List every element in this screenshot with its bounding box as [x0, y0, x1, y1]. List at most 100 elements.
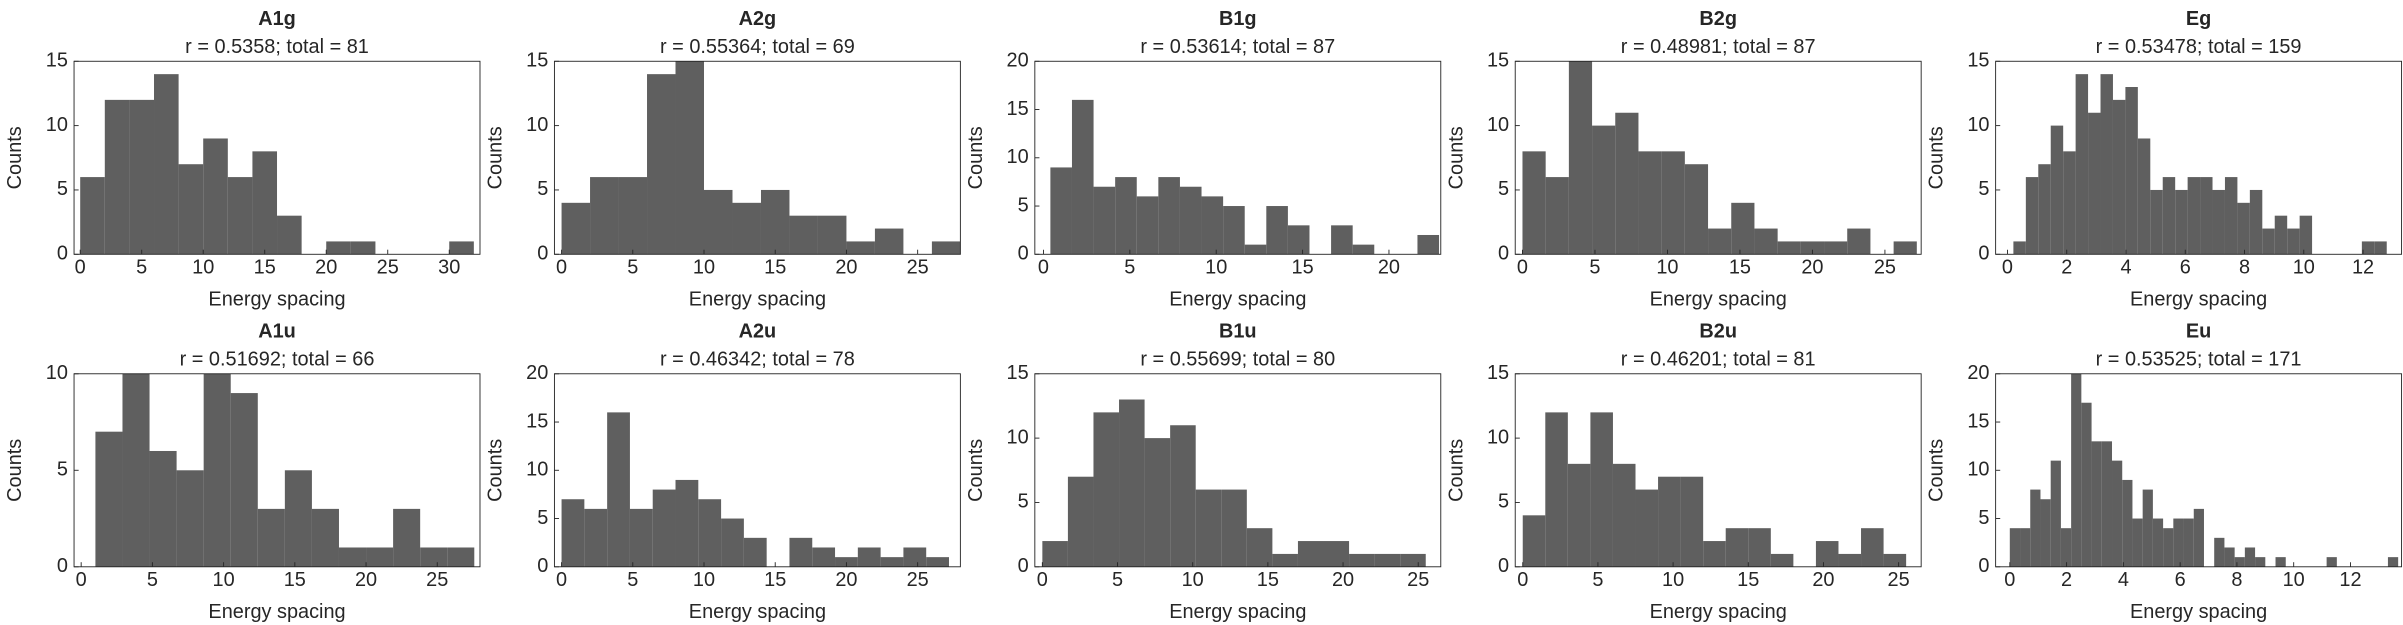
bar	[122, 373, 150, 567]
bar	[203, 373, 231, 567]
axes-box	[1514, 60, 1922, 255]
bar	[1119, 399, 1145, 567]
subplot-title: A2g	[739, 8, 777, 30]
x-tick-label: 20	[1332, 569, 1354, 591]
bar	[1170, 425, 1196, 567]
bar	[1545, 177, 1569, 255]
x-tick-label: 20	[1801, 256, 1823, 278]
x-tick-label: 25	[426, 569, 448, 591]
bar	[817, 215, 847, 255]
x-axis-label: Energy spacing	[1650, 289, 1787, 311]
bar	[2234, 557, 2245, 567]
subplot-title: A2u	[739, 321, 777, 343]
bar	[1246, 528, 1273, 567]
subplot-title: B2u	[1699, 321, 1737, 343]
bar	[1777, 241, 1801, 255]
bar	[2091, 441, 2102, 567]
bar	[743, 537, 767, 567]
subplot-subtitle: r = 0.55364; total = 69	[660, 36, 855, 58]
x-tick-label: 20	[1812, 569, 1834, 591]
bar	[2025, 177, 2039, 255]
bar	[1331, 225, 1353, 255]
y-tick-label: 20	[526, 362, 548, 384]
bar	[2212, 189, 2225, 255]
x-axis-label: Energy spacing	[208, 289, 345, 311]
bar	[1592, 125, 1616, 255]
bar	[652, 489, 676, 567]
x-axis-label: Energy spacing	[689, 601, 826, 623]
x-tick-label: 25	[907, 256, 929, 278]
bar	[1568, 61, 1593, 255]
bar	[1725, 528, 1749, 567]
x-tick-label: 25	[1407, 569, 1429, 591]
bar	[284, 470, 312, 567]
subplot-subtitle: r = 0.5358; total = 81	[185, 36, 369, 58]
bar	[2262, 228, 2275, 255]
x-tick-label: 30	[438, 256, 460, 278]
bar	[2173, 518, 2184, 567]
y-tick-label: 10	[1007, 426, 1029, 448]
bar	[1042, 541, 1068, 567]
bar	[2081, 402, 2092, 567]
bar	[1195, 489, 1222, 567]
x-tick-label: 10	[1182, 569, 1204, 591]
bar	[1815, 541, 1839, 567]
subplot-subtitle: r = 0.53614; total = 87	[1140, 36, 1335, 58]
bar	[1223, 206, 1245, 255]
bar	[2152, 518, 2164, 567]
y-tick-label: 10	[46, 114, 68, 136]
bar	[227, 177, 253, 255]
x-tick-label: 5	[627, 256, 638, 278]
axes-box	[1034, 60, 1442, 255]
subplot: B1g r = 0.53614; total = 87 Energy spacing…	[965, 8, 1442, 311]
bar	[326, 241, 351, 255]
x-tick-label: 0	[1517, 569, 1528, 591]
x-axis-label: Energy spacing	[689, 289, 826, 311]
y-axis-label: Counts	[1926, 439, 1948, 502]
x-tick-label: 15	[254, 256, 276, 278]
x-tick-label: 0	[76, 569, 87, 591]
x-axis-label: Energy spacing	[1169, 289, 1306, 311]
bar	[2060, 528, 2072, 567]
x-axis-label: Energy spacing	[2130, 601, 2267, 623]
x-tick-label: 10	[213, 569, 235, 591]
bar	[1136, 196, 1159, 255]
y-axis-label: Counts	[484, 439, 506, 502]
bar	[2122, 479, 2133, 567]
bar	[2101, 441, 2113, 567]
y-tick-label: 5	[1978, 178, 1989, 200]
bar	[846, 241, 875, 255]
y-tick-label: 15	[46, 50, 68, 72]
x-tick-label: 25	[377, 256, 399, 278]
y-tick-label: 5	[57, 178, 68, 200]
bar	[2287, 228, 2300, 255]
x-tick-label: 10	[1205, 256, 1227, 278]
y-tick-label: 0	[57, 243, 68, 265]
y-tick-label: 10	[526, 114, 548, 136]
bar	[1201, 196, 1224, 255]
x-tick-label: 15	[764, 256, 786, 278]
bar	[2224, 177, 2238, 255]
x-tick-label: 0	[2004, 569, 2015, 591]
axes-box	[1995, 373, 2403, 568]
bar	[1661, 151, 1685, 255]
bar	[1323, 541, 1350, 567]
subplot-title: Eu	[2186, 321, 2211, 343]
bar	[1590, 412, 1613, 567]
y-axis-label: Counts	[1445, 439, 1467, 502]
bar	[2050, 460, 2061, 567]
x-tick-label: 8	[2239, 256, 2250, 278]
bar	[1297, 541, 1324, 567]
subplot-title: B1u	[1219, 321, 1257, 343]
bar	[1067, 476, 1094, 567]
bar	[1221, 489, 1247, 567]
x-tick-label: 10	[1662, 569, 1684, 591]
bar	[366, 547, 394, 567]
y-tick-label: 10	[526, 459, 548, 481]
bar	[2249, 189, 2263, 255]
axes-box	[1034, 373, 1442, 568]
bar	[926, 557, 949, 567]
bar	[2112, 99, 2126, 255]
bar	[1703, 541, 1726, 567]
bar	[1115, 177, 1137, 255]
